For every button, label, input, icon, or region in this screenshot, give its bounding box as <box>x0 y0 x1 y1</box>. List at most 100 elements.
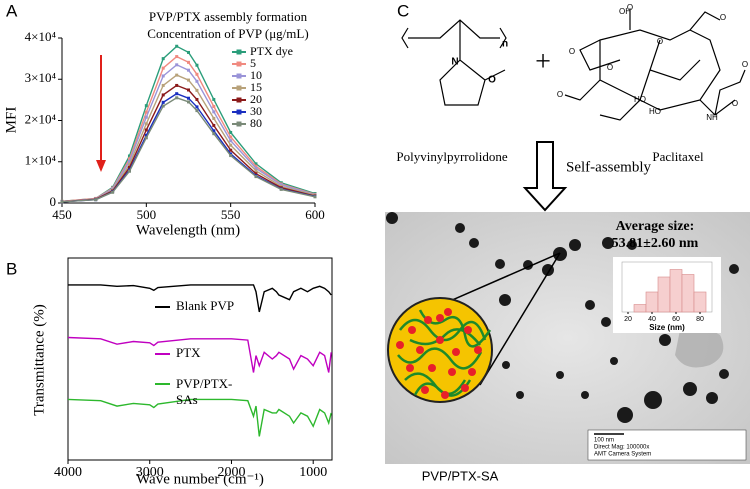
y-axis-label: MFI <box>3 107 19 134</box>
nanoparticle <box>719 369 729 379</box>
size-value: 53.81±2.60 nm <box>612 236 699 251</box>
nanoparticle <box>610 357 618 365</box>
point <box>161 100 165 104</box>
point <box>195 97 199 101</box>
compound-name: Paclitaxel <box>652 149 704 164</box>
drug-molecule <box>461 384 469 392</box>
point <box>127 154 131 158</box>
y-tick-label: 3×10⁴ <box>25 70 57 85</box>
point <box>127 166 131 170</box>
drug-molecule <box>406 364 414 372</box>
point <box>144 136 148 140</box>
point <box>313 195 317 199</box>
polymer-chain <box>413 379 472 397</box>
micrograph-info: Direct Mag: 100000x <box>594 445 649 451</box>
point <box>60 200 64 204</box>
polymer-chain <box>418 309 492 348</box>
size-title: Average size: <box>616 219 695 234</box>
point <box>111 190 115 194</box>
point <box>187 78 190 82</box>
point <box>175 63 179 67</box>
drug-molecule <box>444 308 452 316</box>
atom-label: O <box>488 75 496 86</box>
nanoparticle <box>581 391 589 399</box>
polymer-chain <box>397 347 483 370</box>
x-tick-label: 80 <box>696 316 704 323</box>
x-tick-label: 600 <box>305 207 325 222</box>
point <box>279 187 283 191</box>
nanoparticle <box>706 392 718 404</box>
point <box>161 74 165 78</box>
legend-label: 15 <box>250 80 262 94</box>
zoom-line <box>479 252 561 386</box>
nanoparticle <box>683 382 697 396</box>
point <box>161 83 165 87</box>
point <box>254 164 258 168</box>
y-axis-label: Transmittance (%) <box>31 304 47 416</box>
atom-label: O <box>732 99 738 108</box>
drug-molecule <box>452 348 460 356</box>
point <box>161 104 165 108</box>
x-tick-label: 20 <box>624 316 632 323</box>
drug-molecule <box>416 346 424 354</box>
atom-label: O <box>657 37 663 46</box>
point <box>175 73 179 77</box>
chemical-structures <box>401 10 746 121</box>
point <box>144 104 148 108</box>
drug-molecule <box>468 368 476 376</box>
atom-label: HO <box>634 95 646 104</box>
point <box>212 123 216 127</box>
point <box>144 128 148 132</box>
bar <box>693 291 707 313</box>
bar <box>645 291 659 313</box>
drug-molecule <box>424 316 432 324</box>
nanoparticles <box>386 212 739 423</box>
x-tick-label: 2000 <box>217 465 245 480</box>
point <box>195 88 199 92</box>
point <box>212 116 216 120</box>
point <box>161 57 165 61</box>
compound-name: Polyvinylpyrrolidone <box>396 149 507 164</box>
nanoparticle <box>516 391 524 399</box>
nanoparticle <box>729 264 739 274</box>
series-line <box>68 284 332 313</box>
y-tick-label: 2×10⁴ <box>25 111 57 126</box>
micrograph-info: AMT Camera System <box>594 452 651 458</box>
point <box>175 55 179 59</box>
point <box>229 130 233 134</box>
panel-label: A <box>6 1 18 20</box>
panel-label: C <box>397 1 409 20</box>
chart-title: PVP/PTX assembly formation <box>149 9 308 24</box>
point <box>127 169 131 173</box>
point <box>127 163 131 167</box>
point <box>229 148 233 152</box>
bar <box>657 276 671 313</box>
point <box>187 60 190 64</box>
drug-molecule <box>408 326 416 334</box>
legend-label: 30 <box>250 104 262 118</box>
nanoparticle <box>455 223 465 233</box>
x-axis-label: Size (nm) <box>649 323 685 332</box>
point <box>187 68 190 72</box>
panel-label: B <box>6 259 17 278</box>
polymer-chain <box>399 318 487 342</box>
point <box>195 72 199 76</box>
legend-swatch <box>236 97 242 103</box>
point <box>195 79 199 83</box>
legend-swatch <box>236 121 242 127</box>
drug-molecule <box>421 386 429 394</box>
point <box>229 139 233 143</box>
x-tick-label: 40 <box>648 316 656 323</box>
x-tick-label: 60 <box>672 316 680 323</box>
point <box>161 66 165 70</box>
y-tick-label: 4×10⁴ <box>25 29 57 44</box>
point <box>175 83 179 87</box>
point <box>212 129 216 133</box>
drug-molecule <box>436 314 444 322</box>
legend-swatch <box>236 109 242 115</box>
drug-molecule <box>441 391 449 399</box>
point <box>175 92 179 96</box>
point <box>254 169 258 173</box>
nanoparticle <box>617 407 633 423</box>
